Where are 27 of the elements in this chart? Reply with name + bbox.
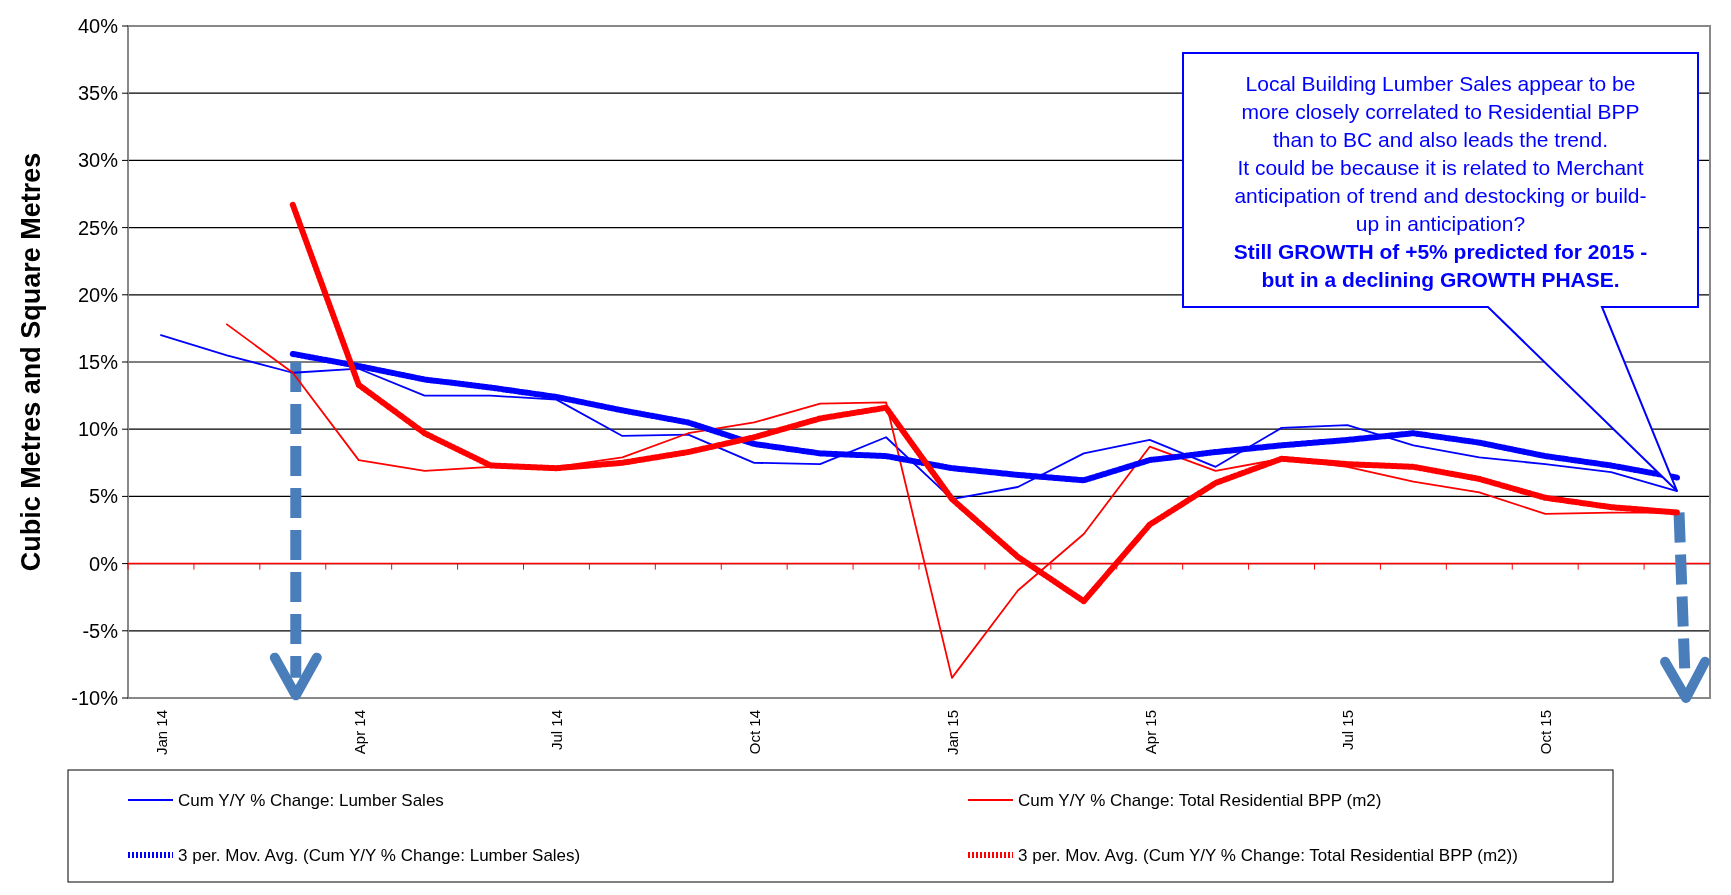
legend-label: Cum Y/Y % Change: Total Residential BPP (m2) — [1018, 791, 1382, 810]
y-tick-label: 20% — [77, 283, 119, 306]
x-tick-label: Oct 14 — [746, 710, 764, 755]
x-tick-label: Jan 14 — [152, 710, 170, 756]
y-tick-label: 5% — [89, 485, 119, 508]
legend-label: Cum Y/Y % Change: Lumber Sales — [178, 791, 444, 810]
annotation: Still GROWTH of +5% predicted for 2015 - but in a declining GROWTH PHASE. — [1233, 240, 1648, 291]
annotation: Local Building Lumber Sales appear to be more closely correlated to Residential BPP than to BC and also leads the trend. It could be because it is related to Merchant anticipation of trend and destocking or build- up in anticipation? — [1234, 72, 1647, 235]
y-axis-title: Cubic Metres and Square Metres — [16, 152, 46, 572]
x-tick-label: Apr 14 — [350, 710, 368, 755]
x-tick-label: Apr 15 — [1141, 710, 1159, 755]
legend-label: 3 per. Mov. Avg. (Cum Y/Y % Change: Total Residential BPP (m2)) — [1018, 846, 1518, 865]
x-tick-label: Jan 15 — [943, 710, 961, 756]
y-tick-label: 0% — [89, 552, 119, 575]
y-tick-label: 40% — [77, 15, 119, 37]
legend-label: 3 per. Mov. Avg. (Cum Y/Y % Change: Lumber Sales) — [178, 846, 581, 865]
y-tick-label: -5% — [82, 619, 119, 642]
line-series — [160, 334, 1678, 500]
y-tick-label: 25% — [77, 216, 119, 239]
y-tick-label: 35% — [77, 82, 119, 105]
x-tick-label: Jul 14 — [548, 710, 566, 751]
y-tick-label: 10% — [77, 418, 119, 441]
x-tick-label: Jul 15 — [1339, 710, 1357, 751]
y-tick-label: -10% — [71, 687, 119, 709]
y-tick-label: 15% — [77, 351, 119, 373]
x-tick-label: Oct 15 — [1537, 710, 1555, 755]
y-tick-label: 30% — [77, 149, 119, 172]
